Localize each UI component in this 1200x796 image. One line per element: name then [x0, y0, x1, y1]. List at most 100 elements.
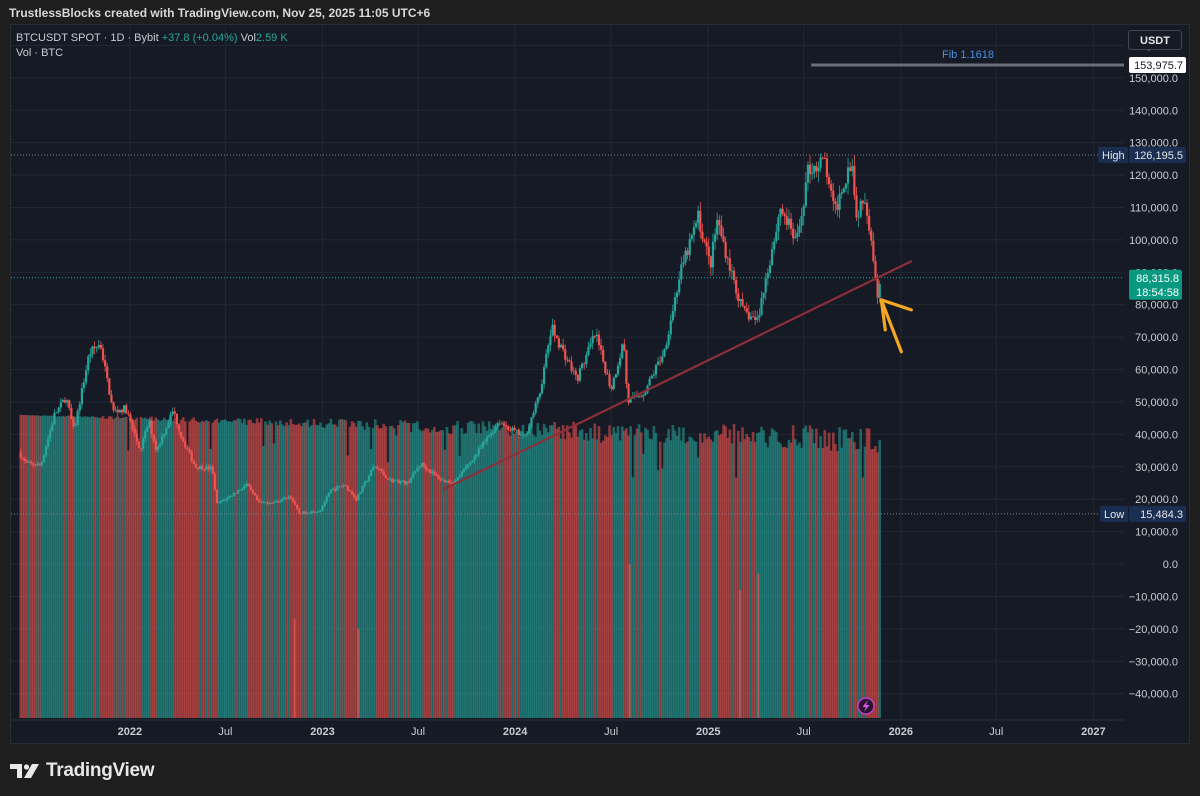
- volume-bar: [363, 429, 367, 718]
- candle-body: [779, 208, 782, 218]
- candle-body: [840, 192, 843, 194]
- candle-body: [30, 462, 33, 464]
- candle-body: [106, 366, 109, 379]
- volume-bar: [433, 426, 436, 718]
- candle-body: [91, 346, 94, 355]
- volume-bar: [574, 424, 578, 718]
- candle-body: [158, 443, 162, 447]
- candle-body: [388, 478, 392, 480]
- candle-body: [874, 261, 877, 279]
- volume-value: 2.59 K: [255, 32, 288, 44]
- candle-body: [836, 204, 839, 210]
- volume-bar: [694, 441, 698, 718]
- candle-body: [532, 412, 535, 418]
- volume-bar: [874, 446, 877, 718]
- candle-body: [498, 423, 501, 425]
- candle-body: [511, 427, 514, 431]
- candle-body: [243, 486, 246, 489]
- volume-bar: [585, 433, 588, 718]
- candle-body: [220, 500, 223, 503]
- candle-body: [331, 489, 335, 491]
- volume-bar: [184, 421, 187, 718]
- volume-bar: [815, 428, 818, 718]
- volume-bar: [690, 437, 694, 718]
- candle-body: [112, 402, 115, 411]
- candle-body: [711, 241, 715, 268]
- volume-bar: [667, 429, 670, 718]
- volume-bar: [268, 420, 272, 718]
- candle-body: [253, 492, 257, 496]
- volume-bar: [409, 431, 413, 718]
- volume-bar: [720, 433, 723, 718]
- volume-bar: [424, 428, 428, 718]
- volume-bar: [359, 420, 362, 718]
- volume-bar: [777, 441, 780, 718]
- candle-body: [293, 501, 297, 505]
- volume-bar: [663, 442, 666, 718]
- candle-body: [507, 426, 510, 430]
- candle-body: [762, 292, 765, 299]
- volume-bar: [278, 420, 282, 718]
- volume-bar: [289, 419, 293, 718]
- candle-body: [150, 420, 153, 435]
- candle-body: [217, 502, 221, 504]
- candle-body: [74, 424, 77, 427]
- trend-line[interactable]: [442, 259, 913, 491]
- volume-bar: [414, 422, 417, 718]
- volume-bar: [798, 442, 801, 718]
- candle-body: [758, 315, 761, 318]
- symbol-legend[interactable]: BTCUSDT SPOT · 1D · Bybit +37.8 (+0.04%)…: [16, 32, 288, 44]
- volume-bar: [89, 417, 92, 718]
- candle-body: [665, 344, 668, 349]
- candle-body: [863, 202, 867, 204]
- currency-button[interactable]: USDT: [1128, 30, 1182, 50]
- indicator-legend[interactable]: Vol · BTC: [16, 47, 64, 59]
- volume-bar: [675, 435, 679, 718]
- volume-bar: [420, 431, 424, 718]
- fib-price-tag: [1129, 56, 1186, 73]
- arrow-shaft[interactable]: [879, 298, 903, 354]
- candle-body: [834, 201, 837, 205]
- chart-credit: TrustlessBlocks created with TradingView…: [9, 6, 431, 20]
- volume-bar: [354, 426, 358, 718]
- volume-bar: [437, 431, 440, 718]
- volume-bar: [648, 438, 651, 718]
- candle-body: [564, 349, 567, 360]
- candle-body: [38, 463, 41, 466]
- volume-bar: [422, 430, 426, 718]
- candle-body: [285, 497, 288, 499]
- volume-bar: [181, 417, 185, 718]
- volume-bar: [861, 477, 865, 718]
- volume-bar: [333, 424, 337, 718]
- volume-bar: [287, 425, 291, 718]
- volume-bar: [133, 420, 136, 718]
- volume-bar: [817, 447, 820, 718]
- volume-bar: [547, 432, 550, 718]
- candle-body: [467, 464, 470, 467]
- candle-body: [775, 231, 778, 242]
- candle-body: [287, 496, 290, 499]
- volume-bar: [108, 416, 111, 718]
- volume-bar: [743, 439, 746, 718]
- candle-body: [735, 280, 738, 294]
- candle-body: [386, 478, 390, 480]
- volume-bar: [631, 477, 635, 718]
- volume-bar: [80, 417, 84, 718]
- lightning-icon[interactable]: [857, 697, 875, 715]
- candle-body: [361, 485, 364, 492]
- volume-bar: [804, 425, 808, 718]
- volume-bar: [19, 414, 22, 718]
- candle-body: [61, 400, 65, 403]
- candle-body: [745, 308, 748, 313]
- volume-bar: [827, 432, 831, 718]
- volume-bar: [143, 417, 147, 718]
- candle-body: [279, 500, 282, 503]
- candle-body: [629, 398, 632, 403]
- volume-bar: [154, 417, 158, 718]
- volume-bar: [616, 426, 620, 718]
- arrow-head[interactable]: [879, 298, 913, 332]
- volume-bar: [614, 433, 618, 718]
- high-price-value: 126,195.5: [1134, 150, 1183, 162]
- volume-bar: [29, 415, 33, 718]
